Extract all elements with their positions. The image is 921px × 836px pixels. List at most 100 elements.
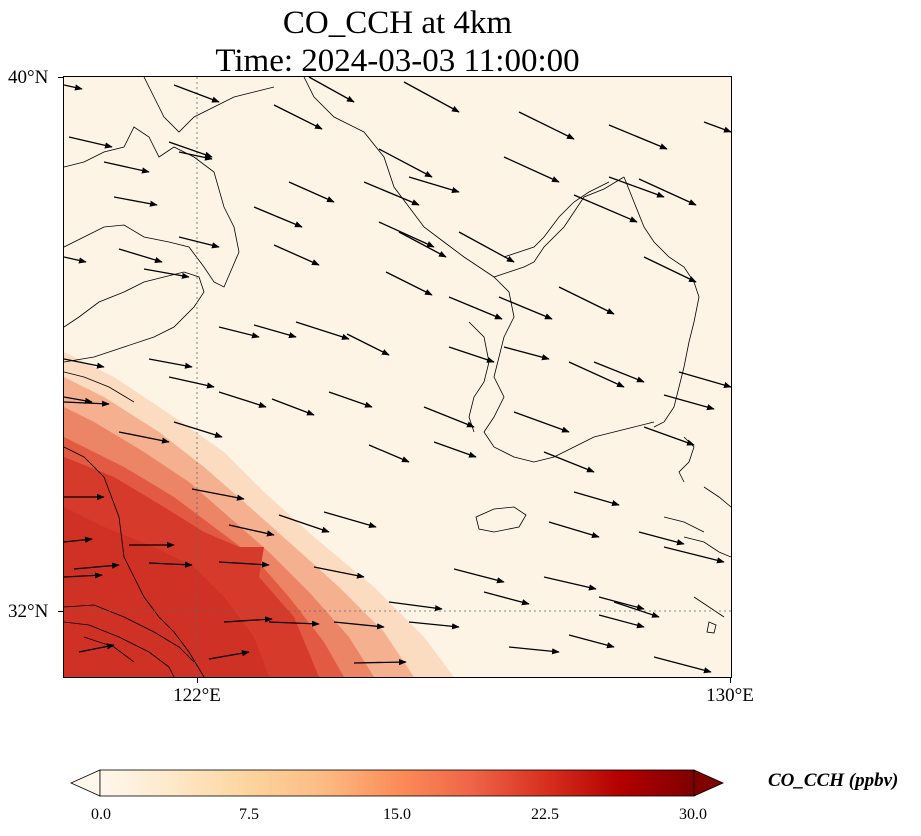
wind-arrow — [573, 491, 620, 507]
wind-arrow — [408, 176, 460, 193]
wind-arrow — [593, 361, 645, 383]
colorbar-tick-0: 0.0 — [91, 806, 111, 823]
wind-arrow — [78, 643, 115, 653]
wind-arrow — [543, 576, 597, 591]
wind-arrow — [608, 124, 668, 150]
wind-arrow — [178, 151, 213, 161]
wind-arrow — [398, 231, 447, 258]
wind-arrow — [513, 411, 570, 433]
wind-arrow — [458, 231, 515, 263]
wind-arrow — [433, 441, 477, 458]
wind-arrow — [148, 561, 193, 568]
coastlines — [64, 77, 731, 677]
wind-arrow — [558, 286, 615, 315]
wind-arrow — [568, 634, 615, 649]
wind-arrow — [498, 296, 553, 320]
wind-arrow — [703, 121, 731, 133]
wind-arrow — [333, 621, 385, 630]
wind-arrow — [368, 444, 410, 463]
wind-arrow — [663, 546, 725, 564]
lon-label-122e: 122°E — [173, 685, 221, 706]
wind-arrow — [208, 650, 250, 660]
wind-arrow — [548, 521, 600, 538]
wind-arrow — [638, 531, 685, 546]
wind-arrow — [218, 326, 260, 339]
map-time-subtitle: Time: 2024-03-03 11:00:00 — [215, 43, 580, 79]
wind-arrow — [408, 621, 460, 630]
co-plume — [64, 352, 454, 677]
wind-arrow — [403, 81, 460, 113]
wind-arrow — [113, 196, 158, 207]
lat-tick-32n — [58, 611, 64, 612]
wind-arrow — [328, 391, 373, 408]
colorbar-label: CO_CCH (ppbv) — [768, 770, 899, 791]
wind-arrow — [423, 406, 475, 428]
wind-arrow — [573, 194, 638, 223]
wind-arrow — [653, 656, 712, 674]
wind-arrow — [68, 136, 113, 149]
map-area — [63, 76, 732, 678]
lon-tick-130e — [730, 677, 731, 683]
colorbar — [70, 768, 724, 803]
wind-arrow — [178, 236, 220, 249]
wind-arrow — [173, 84, 220, 103]
wind-arrow — [73, 562, 120, 570]
wind-arrow — [363, 181, 420, 206]
wind-arrow — [378, 148, 433, 178]
wind-arrow — [268, 620, 320, 627]
wind-arrow — [64, 572, 103, 579]
wind-arrow — [118, 431, 170, 444]
gridlines — [64, 77, 731, 677]
wind-arrow — [64, 536, 93, 543]
wind-arrow — [173, 421, 223, 438]
wind-arrow — [453, 568, 505, 584]
wind-arrow — [503, 346, 550, 361]
lat-label-40n: 40°N — [8, 67, 49, 88]
wind-arrow — [568, 361, 625, 388]
lat-tick-40n — [58, 77, 64, 78]
colorbar-tick-4: 30.0 — [679, 806, 707, 823]
wind-arrow — [64, 400, 110, 407]
wind-vectors — [64, 77, 731, 674]
wind-arrow — [643, 256, 697, 283]
wind-arrow — [378, 221, 435, 248]
lon-label-130e: 130°E — [706, 685, 754, 706]
wind-arrow — [598, 596, 645, 611]
lon-tick-122e — [197, 677, 198, 683]
wind-arrow — [64, 358, 105, 369]
wind-arrow — [271, 398, 315, 416]
wind-arrow — [253, 324, 297, 339]
wind-arrow — [518, 111, 575, 140]
wind-arrow — [64, 396, 93, 404]
wind-arrow — [223, 616, 273, 623]
wind-arrow — [598, 614, 645, 629]
wind-arrow — [308, 77, 355, 103]
wind-arrow — [638, 178, 697, 206]
wind-arrow — [448, 296, 503, 320]
colorbar-tick-2: 15.0 — [383, 806, 411, 823]
wind-arrow — [148, 358, 193, 369]
wind-arrow — [323, 511, 377, 529]
wind-arrow — [448, 346, 495, 363]
wind-arrow — [385, 271, 433, 296]
wind-arrow — [295, 321, 350, 340]
map-canvas — [64, 77, 731, 677]
wind-arrow — [118, 248, 163, 263]
wind-arrow — [228, 524, 275, 537]
wind-arrow — [168, 376, 215, 389]
wind-arrow — [388, 601, 443, 612]
wind-arrow — [678, 371, 731, 389]
wind-arrow — [543, 451, 595, 473]
colorbar-gradient — [70, 769, 724, 797]
wind-arrow — [346, 333, 390, 356]
wind-arrow — [608, 176, 665, 198]
wind-arrow — [353, 659, 407, 666]
wind-arrow — [273, 104, 323, 130]
colorbar-tick-3: 22.5 — [531, 806, 559, 823]
wind-arrow — [503, 156, 560, 183]
wind-arrow — [613, 601, 660, 618]
wind-arrow — [218, 391, 267, 408]
wind-arrow — [191, 488, 245, 501]
wind-arrow — [313, 566, 365, 579]
colorbar-tick-1: 7.5 — [239, 806, 259, 823]
